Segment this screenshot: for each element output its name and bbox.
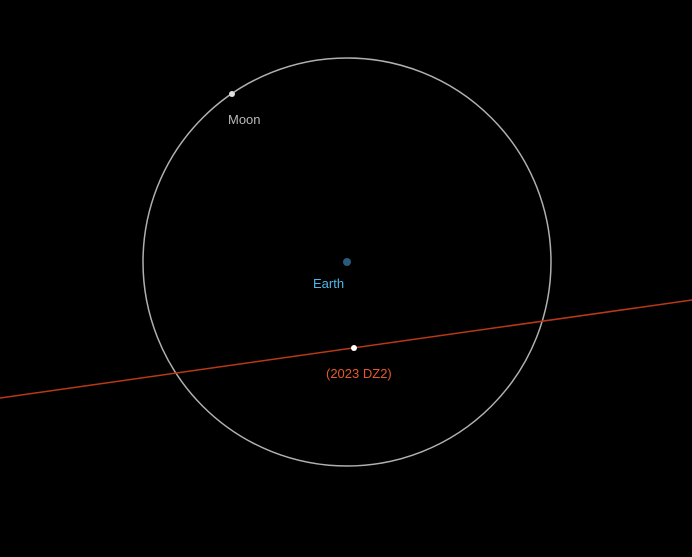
earth-body	[343, 258, 351, 266]
moon-label: Moon	[228, 112, 261, 127]
orbital-diagram	[0, 0, 692, 557]
moon-body	[229, 91, 235, 97]
earth-label: Earth	[313, 276, 344, 291]
background	[0, 0, 692, 557]
asteroid-label: (2023 DZ2)	[326, 366, 392, 381]
asteroid-body	[351, 345, 357, 351]
